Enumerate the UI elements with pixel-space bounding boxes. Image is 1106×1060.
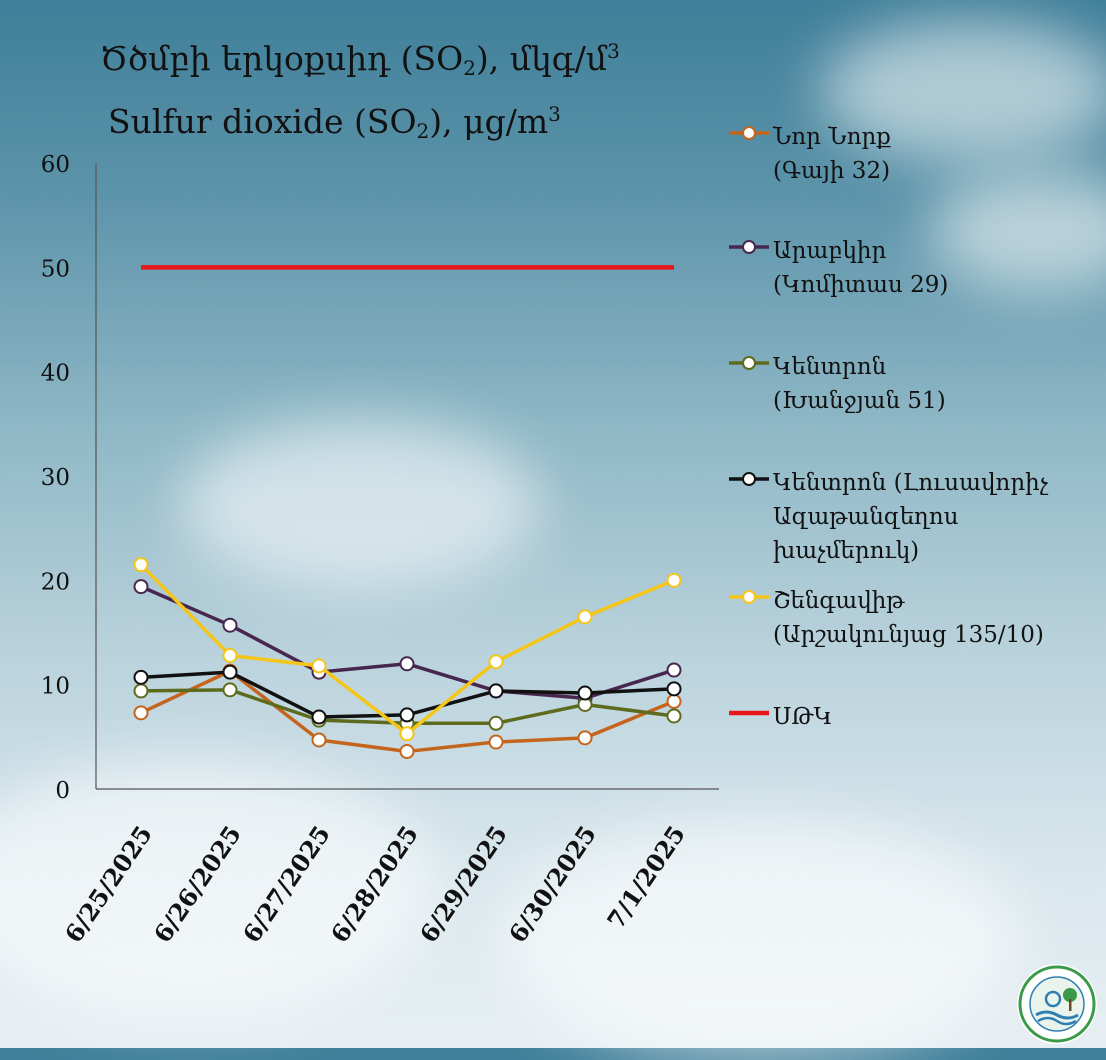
data-point (666, 572, 682, 588)
data-point (133, 669, 149, 685)
legend-label: Արաբկիր (Կոմիտաս 29) (773, 238, 949, 298)
legend-dot (742, 356, 756, 370)
y-tick-label: 20 (41, 569, 70, 595)
title-english-main: Sulfur dioxide (SO (108, 102, 417, 141)
y-tick-label: 60 (41, 152, 70, 178)
data-point (311, 709, 327, 725)
x-axis: 6/25/20256/26/20256/27/20256/28/20256/29… (59, 788, 719, 948)
y-tick-label: 0 (55, 778, 70, 804)
legend-marker (729, 240, 769, 254)
chart-title: Ծծմբի երկօքսիդ (SO2), մկգ/մ3 Sulfur diox… (100, 28, 620, 154)
legend-dot (742, 240, 756, 254)
data-point (399, 743, 415, 759)
title-english-sub: 2 (416, 119, 430, 143)
data-point (488, 683, 504, 699)
x-tick-label: 6/28/2025 (325, 820, 424, 948)
x-tick-label: 6/27/2025 (237, 820, 336, 948)
legend-dot (742, 472, 756, 486)
series-layer (133, 265, 682, 759)
data-point (133, 579, 149, 595)
legend-dot (742, 126, 756, 140)
series-line (140, 584, 675, 700)
organization-logo (1016, 963, 1098, 1045)
title-armenian-sub: 2 (463, 56, 476, 80)
legend-marker (729, 126, 769, 140)
data-point (311, 732, 327, 748)
title-armenian-main: Ծծմբի երկօքսիդ (SO (100, 39, 464, 78)
title-armenian: Ծծմբի երկօքսիդ (SO2), մկգ/մ3 (100, 28, 620, 91)
title-armenian-sup: 3 (607, 39, 620, 63)
data-point (222, 682, 238, 698)
legend-label: Կենտրոն (Լուսավորիչ Ազաթանզեղոս խաչմերու… (773, 470, 1049, 564)
legend-label: Շենգավիթ (Արշակունյաց 135/10) (773, 588, 1044, 648)
legend-label: Նոր Նորք (Գայի 32) (773, 124, 891, 184)
data-point (399, 707, 415, 723)
data-point (488, 715, 504, 731)
x-tick-label: 6/30/2025 (503, 820, 602, 948)
data-point (666, 662, 682, 678)
series-2 (133, 682, 682, 731)
data-point (133, 557, 149, 573)
title-english-sup: 3 (548, 102, 561, 126)
legend-marker (729, 590, 769, 604)
y-tick-label: 10 (41, 674, 70, 700)
data-point (222, 664, 238, 680)
data-point (399, 726, 415, 742)
series-3 (133, 664, 682, 725)
y-tick-label: 30 (41, 465, 70, 491)
data-point (666, 693, 682, 709)
title-armenian-tail: ), մկգ/մ (475, 39, 608, 78)
legend-label: ՍԹԿ (773, 704, 833, 730)
data-point (488, 734, 504, 750)
data-point (133, 683, 149, 699)
y-axis: 0 10 20 30 40 50 60 (41, 152, 97, 804)
data-point (666, 708, 682, 724)
data-point (222, 617, 238, 633)
legend-marker (729, 472, 769, 486)
legend-marker (729, 356, 769, 370)
title-english: Sulfur dioxide (SO2), μg/m3 (108, 91, 620, 154)
data-point (399, 656, 415, 672)
x-tick-label: 6/29/2025 (414, 820, 513, 948)
series-4 (133, 557, 682, 742)
data-point (488, 654, 504, 670)
data-point (577, 685, 593, 701)
y-tick-label: 50 (41, 256, 70, 282)
x-tick-label: 6/25/2025 (59, 820, 158, 948)
emblem-icon (1017, 964, 1097, 1044)
data-point (311, 658, 327, 674)
x-tick-label: 6/26/2025 (148, 820, 247, 948)
data-point (577, 730, 593, 746)
data-point (666, 681, 682, 697)
data-point (222, 647, 238, 663)
title-english-tail: ), μg/m (429, 102, 549, 141)
legend-label: Կենտրոն (Խանջյան 51) (773, 354, 946, 414)
data-point (577, 609, 593, 625)
y-tick-label: 40 (41, 361, 70, 387)
legend-marker (729, 710, 769, 716)
data-point (133, 705, 149, 721)
x-tick-label: 7/1/2025 (601, 820, 691, 934)
legend-dot (742, 590, 756, 604)
